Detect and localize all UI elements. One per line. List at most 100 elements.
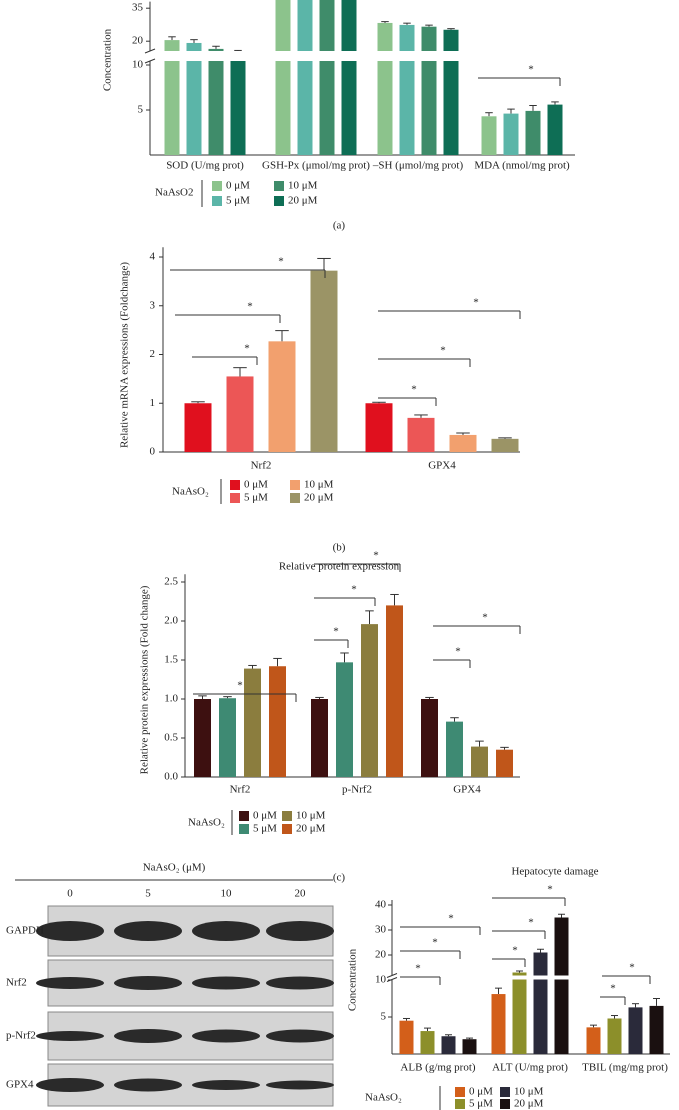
lane-label: 0 <box>67 888 73 900</box>
bar <box>164 40 180 155</box>
blot-band <box>36 977 104 989</box>
x-tick-label: Nrf2 <box>230 784 251 796</box>
significance-star: * <box>448 913 454 925</box>
bar <box>336 662 353 777</box>
lane-label: 10 <box>221 888 233 900</box>
axis-break <box>386 975 670 980</box>
legend-label: 10 μM <box>304 479 334 491</box>
legend-swatch <box>290 493 300 503</box>
y-tick-label: 30 <box>375 924 387 936</box>
break-mark <box>144 58 156 64</box>
y-tick-label: 5 <box>381 1011 387 1023</box>
legend-swatch <box>282 824 292 834</box>
bar <box>399 1020 414 1054</box>
legend-label: 20 μM <box>296 823 326 835</box>
y-tick-label: 1 <box>150 397 156 409</box>
bar <box>230 52 246 155</box>
blot-band <box>114 976 182 990</box>
significance-star: * <box>333 626 339 638</box>
blot-title: NaAsO₂ (μM) <box>143 862 206 874</box>
legend-swatch <box>282 811 292 821</box>
bar <box>341 0 357 156</box>
legend-swatch <box>212 181 222 191</box>
bar <box>496 749 513 777</box>
y-tick-label: 1.0 <box>164 693 178 705</box>
bar <box>628 1007 643 1054</box>
bar <box>649 1005 664 1054</box>
legend-label: 20 μM <box>288 195 318 207</box>
bar <box>365 403 393 452</box>
bar <box>449 434 477 452</box>
bar <box>226 376 254 452</box>
legend-label: 0 μM <box>253 810 277 822</box>
bar <box>607 1018 622 1054</box>
bar <box>268 341 296 452</box>
break-mark <box>386 973 398 978</box>
legend-title: NaAsO₂ <box>365 1092 402 1104</box>
bar <box>441 1036 456 1054</box>
legend-title: NaAsO₂ <box>172 486 209 498</box>
legend-swatch <box>455 1099 465 1109</box>
bar <box>244 668 261 777</box>
x-tick-label: SOD (U/mg prot) <box>166 160 244 172</box>
significance-star: * <box>610 983 616 995</box>
blot-row-label: p-Nrf2 <box>6 1030 36 1042</box>
y-tick-label: 4 <box>150 251 156 263</box>
bar <box>194 699 211 777</box>
y-tick-label: 2 <box>150 348 156 360</box>
y-tick-label: 2.5 <box>164 576 178 588</box>
legend-label: 10 μM <box>514 1086 544 1098</box>
bar <box>269 666 286 777</box>
legend-swatch <box>500 1099 510 1109</box>
bar <box>407 417 435 452</box>
y-tick-label: 3 <box>150 299 156 311</box>
bar <box>275 0 291 156</box>
panel-label: (b) <box>333 542 346 554</box>
bar <box>512 972 527 1054</box>
significance-star: * <box>512 945 518 957</box>
bar <box>420 1031 435 1054</box>
significance-star: * <box>528 917 534 929</box>
bar <box>310 270 338 452</box>
legend-swatch <box>455 1087 465 1097</box>
x-tick-label: ALT (U/mg prot) <box>492 1062 568 1074</box>
significance-star: * <box>482 612 488 624</box>
bar <box>491 994 506 1054</box>
blot-band <box>266 1080 334 1090</box>
legend-title: NaAsO2 <box>155 187 194 199</box>
x-tick-label: MDA (nmol/mg prot) <box>474 160 570 172</box>
y-tick-label: 2.0 <box>164 615 178 627</box>
bar <box>547 104 563 155</box>
blot-band <box>114 921 182 941</box>
significance-star: * <box>455 646 461 658</box>
x-tick-label: p-Nrf2 <box>342 784 372 796</box>
legend-label: 10 μM <box>296 810 326 822</box>
significance-star: * <box>528 64 534 76</box>
legend-swatch <box>212 196 222 206</box>
y-tick-label: 5 <box>138 104 144 116</box>
bar <box>525 110 541 155</box>
bar <box>481 116 497 155</box>
bar <box>446 721 463 777</box>
bar <box>533 952 548 1054</box>
legend-title: NaAsO₂ <box>188 817 225 829</box>
lane-label: 5 <box>145 888 151 900</box>
bar <box>184 403 212 452</box>
legend-swatch <box>239 824 249 834</box>
y-tick-label: 10 <box>375 974 387 986</box>
bar <box>443 29 459 155</box>
y-tick-label: 0.5 <box>164 732 178 744</box>
x-tick-label: GPX4 <box>428 460 456 472</box>
bar <box>399 24 415 156</box>
legend-label: 20 μM <box>304 492 334 504</box>
bar <box>421 26 437 156</box>
bar <box>421 699 438 777</box>
significance-star: * <box>440 345 446 357</box>
lane-label: 20 <box>295 888 307 900</box>
blot-band <box>192 976 260 990</box>
x-tick-label: –SH (μmol/mg prot) <box>372 160 464 172</box>
x-tick-label: TBIL (mg/mg prot) <box>582 1062 668 1074</box>
x-tick-label: GPX4 <box>453 784 481 796</box>
blot-band <box>266 1029 334 1043</box>
blot-band <box>266 921 334 941</box>
